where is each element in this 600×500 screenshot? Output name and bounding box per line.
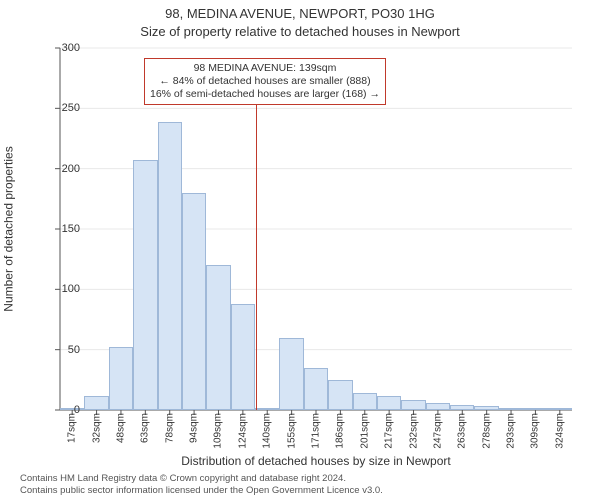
- y-axis-label: Number of detached properties: [2, 48, 16, 410]
- histogram-bar: [523, 408, 547, 410]
- ytick-label: 150: [44, 223, 80, 235]
- xtick-label: 109sqm: [213, 413, 224, 449]
- plot-area: 98 MEDINA AVENUE: 139sqm← 84% of detache…: [60, 48, 572, 410]
- histogram-bar: [255, 408, 279, 410]
- marker-line: [256, 103, 257, 410]
- xtick-label: 232sqm: [408, 413, 419, 449]
- footer-line2: Contains public sector information licen…: [20, 485, 383, 496]
- xtick-label: 263sqm: [457, 413, 468, 449]
- histogram-bar: [548, 408, 572, 410]
- xtick-label: 155sqm: [286, 413, 297, 449]
- histogram-bar: [182, 193, 206, 410]
- histogram-bar: [450, 405, 474, 410]
- ytick-label: 100: [44, 283, 80, 295]
- annotation-box: 98 MEDINA AVENUE: 139sqm← 84% of detache…: [144, 58, 386, 105]
- histogram-bar: [279, 338, 303, 410]
- xtick-label: 94sqm: [189, 413, 200, 443]
- xtick-label: 324sqm: [554, 413, 565, 449]
- xtick-label: 201sqm: [359, 413, 370, 449]
- xtick-label: 17sqm: [67, 413, 78, 443]
- ytick-label: 300: [44, 42, 80, 54]
- histogram-bar: [499, 408, 523, 410]
- xtick-label: 186sqm: [335, 413, 346, 449]
- xtick-label: 309sqm: [530, 413, 541, 449]
- xtick-label: 293sqm: [506, 413, 517, 449]
- chart-title-line1: 98, MEDINA AVENUE, NEWPORT, PO30 1HG: [0, 6, 600, 21]
- histogram-bar: [158, 122, 182, 410]
- histogram-bar: [206, 265, 230, 410]
- footer-line1: Contains HM Land Registry data © Crown c…: [20, 473, 383, 484]
- xtick-label: 217sqm: [384, 413, 395, 449]
- xtick-label: 278sqm: [481, 413, 492, 449]
- xtick-label: 171sqm: [311, 413, 322, 449]
- histogram-bar: [133, 160, 157, 410]
- histogram-bar: [377, 396, 401, 410]
- ytick-label: 200: [44, 163, 80, 175]
- annotation-line: 98 MEDINA AVENUE: 139sqm: [150, 62, 380, 75]
- xtick-label: 48sqm: [115, 413, 126, 443]
- x-axis-label: Distribution of detached houses by size …: [60, 454, 572, 468]
- histogram-bar: [426, 403, 450, 410]
- histogram-bar: [109, 347, 133, 410]
- annotation-line: ← 84% of detached houses are smaller (88…: [150, 75, 380, 88]
- histogram-bar: [304, 368, 328, 410]
- xtick-label: 124sqm: [237, 413, 248, 449]
- histogram-bar: [328, 380, 352, 410]
- ytick-label: 250: [44, 102, 80, 114]
- xtick-label: 32sqm: [91, 413, 102, 443]
- histogram-bar: [353, 393, 377, 410]
- xtick-label: 140sqm: [262, 413, 273, 449]
- xtick-label: 63sqm: [140, 413, 151, 443]
- xtick-label: 78sqm: [164, 413, 175, 443]
- histogram-bar: [401, 400, 425, 410]
- histogram-bar: [84, 396, 108, 410]
- xtick-label: 247sqm: [432, 413, 443, 449]
- annotation-line: 16% of semi-detached houses are larger (…: [150, 88, 380, 101]
- histogram-bar: [231, 304, 255, 410]
- ytick-label: 50: [44, 344, 80, 356]
- histogram-bar: [474, 406, 498, 410]
- chart-title-line2: Size of property relative to detached ho…: [0, 24, 600, 39]
- footer: Contains HM Land Registry data © Crown c…: [20, 473, 383, 496]
